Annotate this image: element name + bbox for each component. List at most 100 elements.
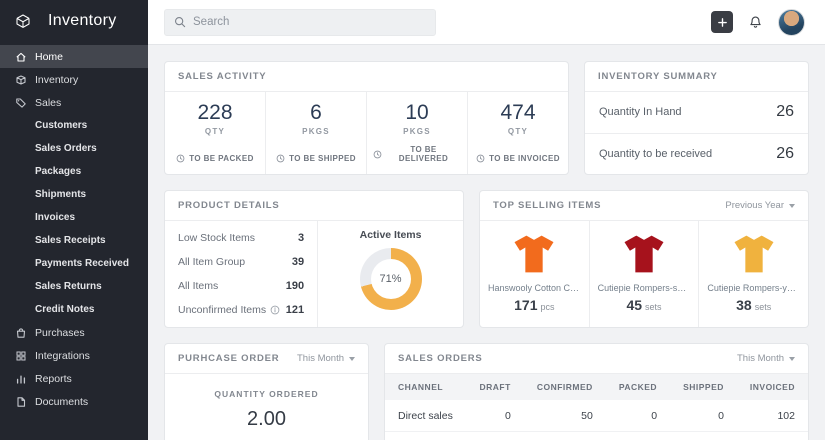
active-items-title: Active Items [359, 229, 422, 241]
product-name-link[interactable]: Cutiepie Rompers-spo... [597, 283, 691, 293]
product-qty: 38 [736, 297, 752, 313]
product-image [488, 231, 581, 277]
sidebar-item-label: Purchases [35, 326, 85, 339]
column-header-shipped: SHIPPED [670, 374, 737, 400]
sidebar-item-invoices[interactable]: Invoices [0, 206, 148, 229]
product-name-link[interactable]: Cutiepie Rompers-yello... [707, 283, 801, 293]
table-cell-invoiced: 10 [737, 432, 808, 440]
stat-to-be-invoiced[interactable]: 474 QTY TO BE INVOICED [468, 92, 568, 174]
sidebar-item-shipments[interactable]: Shipments [0, 183, 148, 206]
sales-orders-header: SALES ORDERS This Month [385, 344, 808, 374]
app-logo[interactable]: Inventory [0, 0, 148, 40]
dashboard-content: SALES ACTIVITY 228 QTY TO BE PACKED [148, 45, 825, 440]
main-area: SALES ACTIVITY 228 QTY TO BE PACKED [148, 0, 825, 440]
sidebar-item-packages[interactable]: Packages [0, 160, 148, 183]
search-input[interactable] [193, 16, 426, 28]
pd-value: 3 [297, 232, 305, 244]
clock-icon [176, 154, 185, 163]
clock-icon [276, 154, 285, 163]
card-title: SALES ACTIVITY [178, 71, 267, 82]
product-details-list: Low Stock Items 3 All Item Group 39 All … [165, 221, 317, 327]
sidebar-item-purchases[interactable]: Purchases [0, 321, 148, 344]
product-unit: sets [645, 302, 662, 312]
search-icon [174, 16, 186, 28]
table-cell-shipped: 0 [670, 400, 737, 432]
sidebar-item-sales-receipts[interactable]: Sales Receipts [0, 229, 148, 252]
active-items-chart: Active Items 71% [317, 221, 463, 327]
sales-icon [14, 96, 27, 109]
reports-icon [14, 372, 27, 385]
product-qty: 45 [626, 297, 643, 313]
sidebar-item-label: Home [35, 50, 64, 63]
top-selling-item: Cutiepie Rompers-spo... 45 sets [590, 221, 700, 327]
summary-label: Quantity to be received [599, 147, 713, 160]
sidebar-item-label: Credit Notes [35, 304, 95, 315]
column-header-draft: DRAFT [466, 374, 524, 400]
card-title: INVENTORY SUMMARY [598, 71, 718, 82]
stat-unit: QTY [204, 127, 226, 136]
sidebar-item-sales-returns[interactable]: Sales Returns [0, 275, 148, 298]
product-name-link[interactable]: Hanswooly Cotton Cas... [488, 283, 581, 293]
sidebar-item-label: Integrations [35, 349, 90, 362]
sidebar-item-documents[interactable]: Documents [0, 390, 148, 413]
sidebar-item-credit-notes[interactable]: Credit Notes [0, 298, 148, 321]
purchase-order-period-dropdown[interactable]: This Month [297, 353, 355, 364]
sidebar-item-label: Inventory [35, 73, 79, 86]
user-avatar[interactable] [778, 8, 805, 36]
sales-orders-period-dropdown[interactable]: This Month [737, 353, 795, 364]
info-icon[interactable] [270, 305, 280, 315]
top-selling-header: TOP SELLING ITEMS Previous Year [480, 191, 808, 221]
column-header-confirmed: CONFIRMED [523, 374, 606, 400]
bell-icon [748, 15, 763, 30]
sidebar-item-integrations[interactable]: Integrations [0, 344, 148, 367]
table-cell-channel: Direct sales [385, 432, 467, 440]
period-label: This Month [737, 353, 784, 364]
app-title: Inventory [48, 12, 117, 29]
column-header-packed: PACKED [605, 374, 671, 400]
table-cell-channel: Direct sales [385, 400, 467, 432]
sidebar-item-customers[interactable]: Customers [0, 114, 148, 137]
product-details-body: Low Stock Items 3 All Item Group 39 All … [165, 221, 463, 327]
sidebar-item-payments-received[interactable]: Payments Received [0, 252, 148, 275]
notifications-button[interactable] [748, 15, 763, 30]
topbar-actions [711, 8, 805, 36]
pd-row-all-item-group: All Item Group 39 [165, 250, 317, 274]
sales-activity-header: SALES ACTIVITY [165, 62, 568, 92]
row-orders: PURHCASE ORDER This Month QUANTITY ORDER… [164, 343, 809, 440]
stat-label: TO BE SHIPPED [289, 154, 356, 163]
stat-to-be-packed[interactable]: 228 QTY TO BE PACKED [165, 92, 266, 174]
pd-label[interactable]: All Item Group [178, 256, 246, 268]
table-cell-draft: 2 [467, 432, 524, 440]
sidebar-item-label: Payments Received [35, 258, 129, 269]
sidebar-item-reports[interactable]: Reports [0, 367, 148, 390]
inventory-summary-body: Quantity In Hand 26 Quantity to be recei… [585, 92, 808, 174]
chevron-down-icon [789, 203, 795, 208]
clock-icon [373, 150, 382, 159]
sidebar-nav: Home Inventory Sales Customers Sales Ord… [0, 40, 148, 440]
stat-to-be-shipped[interactable]: 6 PKGS TO BE SHIPPED [266, 92, 367, 174]
pd-label[interactable]: Low Stock Items [178, 232, 256, 244]
stat-to-be-delivered[interactable]: 10 PKGS TO BE DELIVERED [367, 92, 468, 174]
topbar [148, 0, 825, 45]
top-selling-item: Hanswooly Cotton Cas... 171 pcs [480, 221, 590, 327]
product-image [707, 231, 800, 277]
sidebar-item-label: Invoices [35, 212, 76, 223]
sidebar-item-sales-orders[interactable]: Sales Orders [0, 137, 148, 160]
card-title: SALES ORDERS [398, 353, 483, 364]
pd-label[interactable]: All Items [178, 280, 219, 292]
quick-add-button[interactable] [711, 11, 733, 33]
table-cell-confirmed: 50 [523, 400, 606, 432]
sales-orders-card: SALES ORDERS This Month CHANNEL DRAFT CO… [384, 343, 809, 440]
stat-unit: QTY [507, 127, 529, 136]
card-title: TOP SELLING ITEMS [493, 200, 602, 211]
sidebar-item-sales[interactable]: Sales [0, 91, 148, 114]
period-label: Previous Year [725, 200, 784, 211]
top-selling-body: Hanswooly Cotton Cas... 171 pcs Cutiepie … [480, 221, 808, 327]
table-cell-packed: 10 [606, 432, 670, 440]
pd-label[interactable]: Unconfirmed Items [178, 304, 267, 316]
search-box[interactable] [164, 8, 436, 36]
top-selling-period-dropdown[interactable]: Previous Year [725, 200, 795, 211]
sidebar-item-home[interactable]: Home [0, 45, 148, 68]
sidebar-item-inventory[interactable]: Inventory [0, 68, 148, 91]
product-details-header: PRODUCT DETAILS [165, 191, 463, 221]
